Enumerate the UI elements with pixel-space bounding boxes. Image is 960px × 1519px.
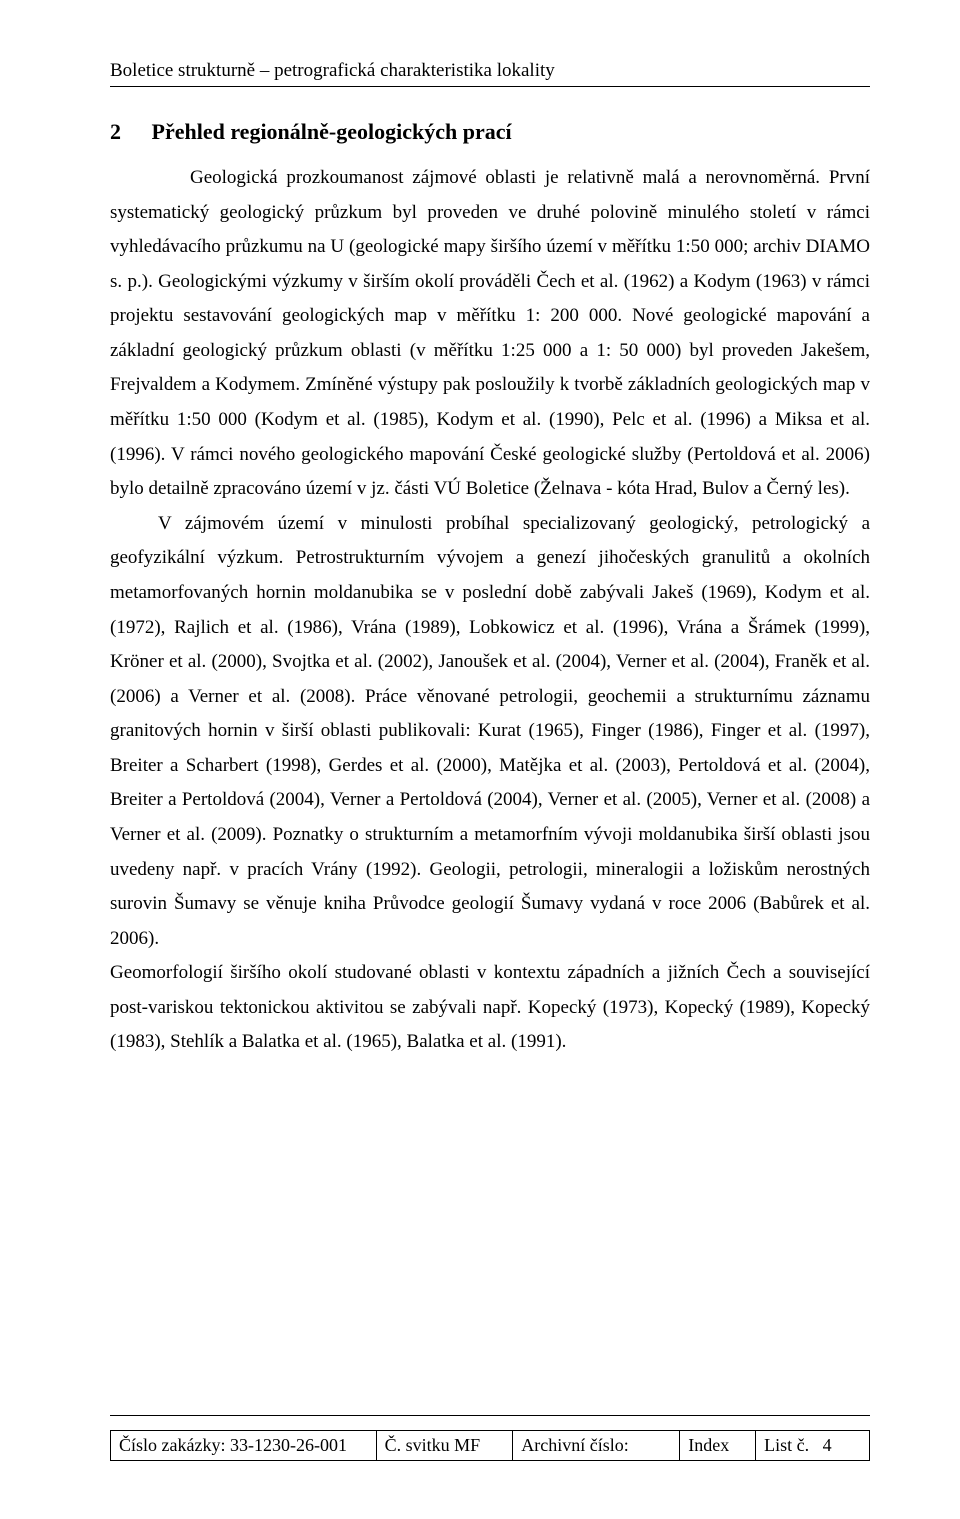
paragraph-2: V zájmovém území v minulosti probíhal sp…: [110, 507, 870, 957]
footer-svitku-label: Č. svitku MF: [385, 1435, 481, 1455]
footer-cell-job-number: Číslo zakázky: 33-1230-26-001: [111, 1431, 377, 1461]
footer-rule: [110, 1415, 870, 1416]
page-footer: Číslo zakázky: 33-1230-26-001 Č. svitku …: [110, 1415, 870, 1461]
footer-job-number-value: 33-1230-26-001: [230, 1435, 347, 1455]
paragraph-3: Geomorfologií širšího okolí studované ob…: [110, 956, 870, 1060]
footer-index-label: Index: [688, 1435, 729, 1455]
paragraph-1: Geologická prozkoumanost zájmové oblasti…: [110, 161, 870, 507]
footer-cell-archive: Archivní číslo:: [513, 1431, 680, 1461]
footer-cell-svitku: Č. svitku MF: [376, 1431, 513, 1461]
footer-cell-page-number: List č. 4: [756, 1431, 870, 1461]
section-heading: 2 Přehled regionálně-geologických prací: [110, 119, 870, 145]
section-title: Přehled regionálně-geologických prací: [152, 119, 512, 144]
body-text: Geologická prozkoumanost zájmové oblasti…: [110, 161, 870, 1060]
footer-page-number: 4: [823, 1435, 832, 1455]
running-header: Boletice strukturně – petrografická char…: [110, 60, 870, 87]
document-page: Boletice strukturně – petrografická char…: [0, 0, 960, 1519]
footer-page-label: List č.: [764, 1435, 809, 1455]
footer-row: Číslo zakázky: 33-1230-26-001 Č. svitku …: [111, 1431, 870, 1461]
footer-archive-label: Archivní číslo:: [521, 1435, 628, 1455]
section-number: 2: [110, 119, 146, 145]
footer-cell-index: Index: [680, 1431, 756, 1461]
footer-table: Číslo zakázky: 33-1230-26-001 Č. svitku …: [110, 1430, 870, 1461]
footer-job-number-label: Číslo zakázky:: [119, 1435, 225, 1455]
